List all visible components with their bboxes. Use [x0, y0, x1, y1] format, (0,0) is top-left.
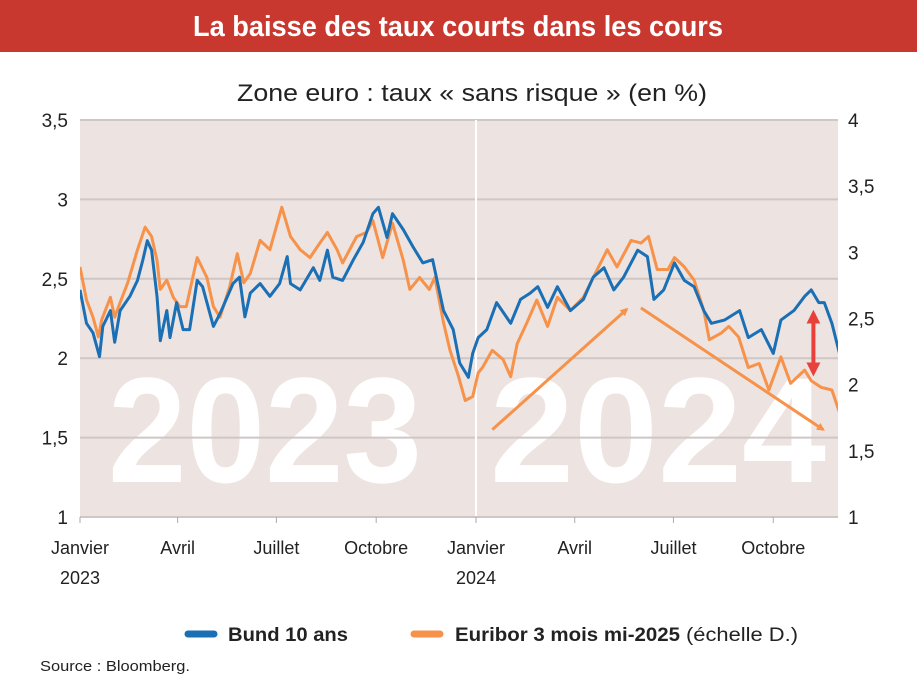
left-tick-label: 1,5	[42, 429, 68, 450]
x-tick-label: Janvier	[51, 538, 109, 558]
header-bar	[0, 0, 917, 52]
year-watermark-2024: 2024	[490, 346, 826, 514]
source-note: Source : Bloomberg.	[40, 658, 190, 675]
x-tick-label: Octobre	[344, 538, 408, 558]
legend-label-euribor: Euribor 3 mois mi-2025	[455, 625, 680, 646]
right-tick-label: 4	[848, 111, 859, 132]
year-watermark-2023: 2023	[108, 346, 422, 514]
right-tick-label: 3	[848, 243, 859, 264]
x-tick-year: 2023	[60, 568, 100, 588]
right-tick-label: 1,5	[848, 442, 874, 463]
x-tick-year: 2024	[456, 568, 496, 588]
trend-arrow	[491, 307, 629, 431]
series-line-bund	[80, 205, 838, 379]
x-tick-label: Juillet	[650, 538, 696, 558]
left-tick-label: 3,5	[42, 111, 68, 132]
x-tick-label: Avril	[160, 538, 195, 558]
header-title: La baisse des taux courts dans les cours	[193, 11, 723, 43]
legend: Bund 10 ans Euribor 3 mois mi-2025 (éche…	[184, 625, 798, 646]
x-tick-label: Janvier	[447, 538, 505, 558]
left-tick-label: 2,5	[42, 270, 68, 291]
chart-title: Zone euro : taux « sans risque » (en %)	[237, 80, 707, 107]
legend-label-bund: Bund 10 ans	[228, 625, 348, 646]
plot-area	[80, 120, 838, 517]
legend-label-euribor-suffix: (échelle D.)	[686, 625, 798, 646]
right-tick-label: 2	[848, 376, 859, 397]
trend-arrow	[640, 306, 825, 431]
x-tick-label: Avril	[557, 538, 592, 558]
x-tick-label: Juillet	[253, 538, 299, 558]
right-tick-label: 2,5	[848, 310, 874, 331]
right-tick-label: 1	[848, 508, 859, 529]
left-tick-label: 2	[57, 349, 68, 370]
x-tick-label: Octobre	[741, 538, 805, 558]
series-line-euribor	[80, 205, 838, 413]
left-tick-label: 1	[57, 508, 68, 529]
left-tick-label: 3	[57, 190, 68, 211]
right-tick-label: 3,5	[848, 177, 874, 198]
